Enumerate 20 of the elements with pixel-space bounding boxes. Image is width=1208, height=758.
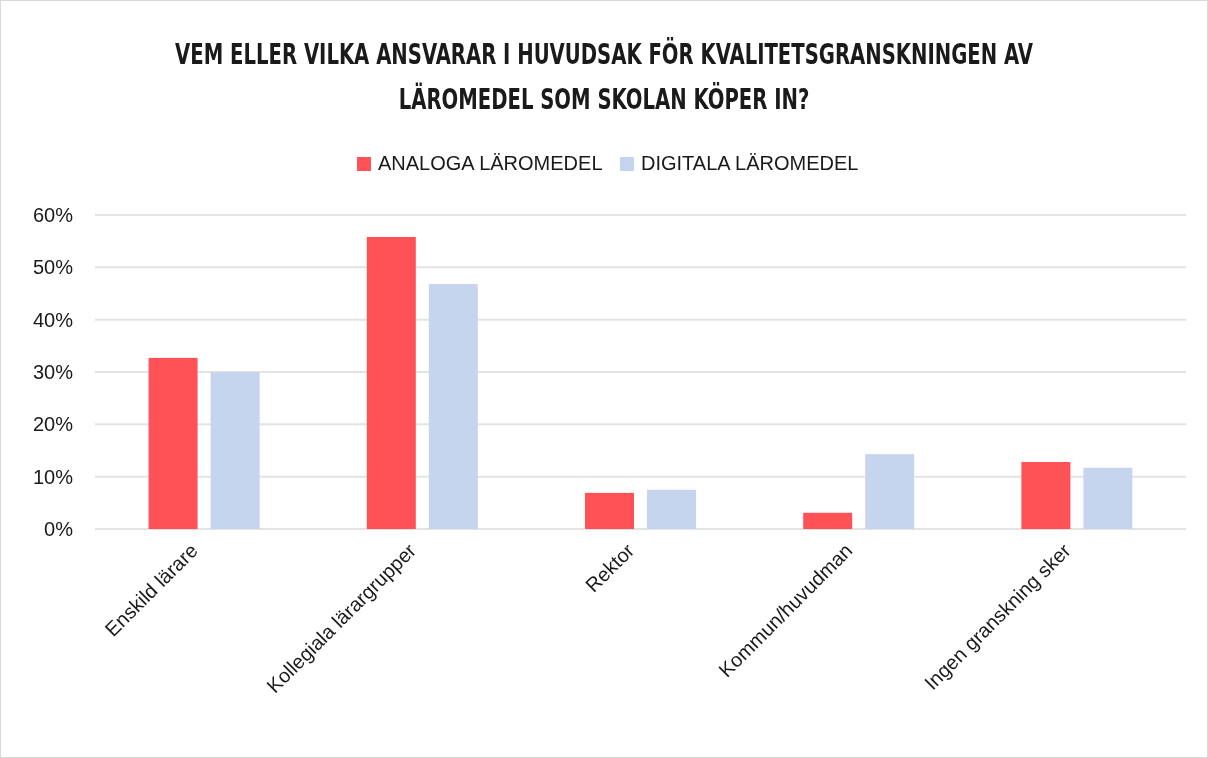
y-tick-label: 30% xyxy=(32,361,74,383)
legend-label: DIGITALA LÄROMEDEL xyxy=(641,152,859,174)
y-tick-label: 40% xyxy=(32,308,74,331)
bar xyxy=(1021,462,1071,529)
bar xyxy=(647,489,696,529)
bar xyxy=(865,454,915,529)
bar xyxy=(1083,467,1133,529)
bar xyxy=(148,357,198,529)
chart-title: VEM ELLER VILKA ANSVARAR I HUVUDSAK FÖR KVALITETSGRANSKNINGEN AV LÄROMEDEL SOM SKOLAN KÖPER IN? xyxy=(175,37,1034,116)
bar xyxy=(210,372,260,529)
y-tick-label: 50% xyxy=(32,256,74,279)
bar xyxy=(803,512,853,529)
y-tick-label: 0% xyxy=(44,518,74,540)
bar xyxy=(428,284,478,529)
y-tick-label: 10% xyxy=(32,465,74,488)
legend-label: ANALOGA LÄROMEDEL xyxy=(378,152,603,174)
y-tick-label: 60% xyxy=(32,204,74,226)
bar xyxy=(585,492,634,529)
y-tick-label: 20% xyxy=(32,413,74,436)
bar xyxy=(366,236,416,529)
